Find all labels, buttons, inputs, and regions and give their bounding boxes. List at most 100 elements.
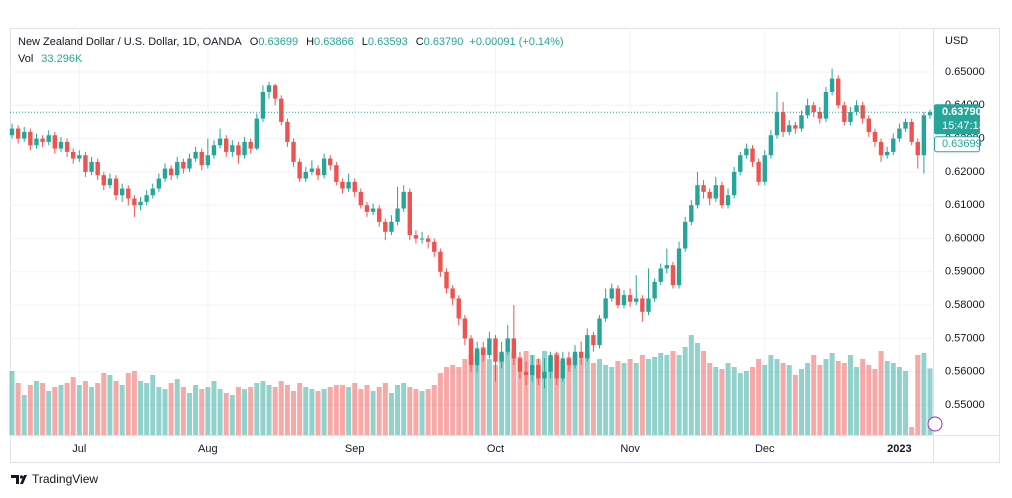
volume-bar [915, 355, 921, 435]
volume-bar [217, 389, 223, 435]
candle-body [101, 175, 106, 186]
volume-bar [52, 387, 58, 435]
volume-bar [499, 355, 505, 435]
logo-mark [11, 475, 27, 484]
candle-body [817, 111, 823, 119]
candle-body [395, 208, 400, 222]
countdown-label: 15:47:13 [942, 120, 985, 132]
candle-body [884, 151, 890, 156]
candle-body [199, 151, 204, 166]
volume-bar [101, 373, 107, 435]
volume-bar [664, 355, 670, 435]
candle-body [156, 178, 162, 189]
volume-bar [95, 383, 101, 435]
candle-body [493, 338, 498, 362]
volume-bar [590, 363, 596, 435]
volume-bar [866, 365, 872, 435]
candle-body [321, 158, 327, 176]
candle-body [854, 105, 859, 112]
volume-bar [40, 383, 46, 435]
volume-bar [505, 349, 511, 435]
volume-bar [743, 371, 749, 435]
logo-dot [19, 475, 24, 479]
volume-bar [407, 387, 413, 435]
volume-bar [780, 363, 786, 435]
volume-bar [835, 361, 841, 435]
candle-body [909, 121, 914, 142]
candle-body [132, 198, 137, 206]
candle-body [254, 118, 259, 149]
volume-pane [9, 335, 933, 435]
candle-body [793, 125, 798, 129]
volume-bar [76, 385, 82, 435]
volume-bar [627, 359, 633, 435]
volume-bar [315, 391, 321, 435]
volume-bar [872, 369, 878, 435]
volume-bar [309, 389, 315, 435]
candle-body [634, 298, 639, 302]
candle-body [77, 155, 82, 159]
candle-body [15, 128, 21, 139]
candle-body [303, 171, 308, 179]
volume-bar [841, 363, 847, 435]
volume-bar [297, 383, 303, 435]
candle-body [377, 208, 382, 222]
candle-body [891, 138, 896, 152]
candle-body [126, 188, 131, 199]
volume-bar [82, 381, 88, 435]
candle-body [829, 78, 835, 92]
candle-body [432, 241, 437, 252]
y-tick-label: 0.60000 [945, 232, 985, 244]
candle-body [597, 318, 602, 346]
volume-bar [193, 385, 199, 435]
candle-body [768, 135, 774, 156]
candle-body [621, 295, 627, 306]
candle-body [530, 365, 535, 376]
volume-bar [462, 359, 468, 435]
candle-body [646, 298, 651, 312]
candle-body [438, 251, 443, 272]
candle-body [89, 161, 94, 172]
alert-icon[interactable] [927, 416, 943, 432]
volume-bar [413, 389, 419, 435]
volume-bar [682, 347, 688, 435]
candle-body [266, 85, 272, 92]
x-tick-label: Dec [755, 443, 775, 455]
candle-body [468, 338, 474, 366]
candle-body [719, 185, 725, 206]
volume-bar [609, 367, 615, 435]
candle-body [462, 318, 468, 339]
volume-bar [566, 357, 572, 435]
candle-body [150, 188, 155, 196]
ohlc-key: H [306, 36, 314, 48]
candle-body [542, 371, 547, 379]
candle-body [9, 128, 15, 136]
y-tick-label: 0.62000 [945, 166, 985, 178]
volume-bar [272, 387, 278, 435]
candle-body [119, 188, 125, 196]
volume-bar [437, 373, 443, 435]
candle-body [554, 355, 559, 379]
candle-body [652, 281, 657, 299]
volume-bar [890, 363, 896, 435]
ohlc-value: 0.63593 [368, 36, 408, 48]
candle-body [511, 338, 517, 359]
candle-body [383, 221, 388, 232]
candle-body [52, 135, 58, 149]
volume-bar [15, 383, 21, 435]
volume-bar [229, 395, 235, 435]
candle-body [615, 288, 621, 306]
volume-bar [584, 353, 590, 435]
volume-bar [119, 385, 125, 435]
volume-bar [615, 361, 621, 435]
volume-bar [554, 353, 560, 435]
candle-body [64, 141, 70, 152]
volume-bar [291, 391, 297, 435]
candle-body [664, 265, 670, 269]
volume-bar [33, 381, 39, 435]
candle-body [272, 85, 278, 99]
candle-body [309, 168, 315, 172]
x-tick-label: Jul [72, 443, 86, 455]
volume-bar [327, 387, 333, 435]
volume-bar [401, 383, 407, 435]
